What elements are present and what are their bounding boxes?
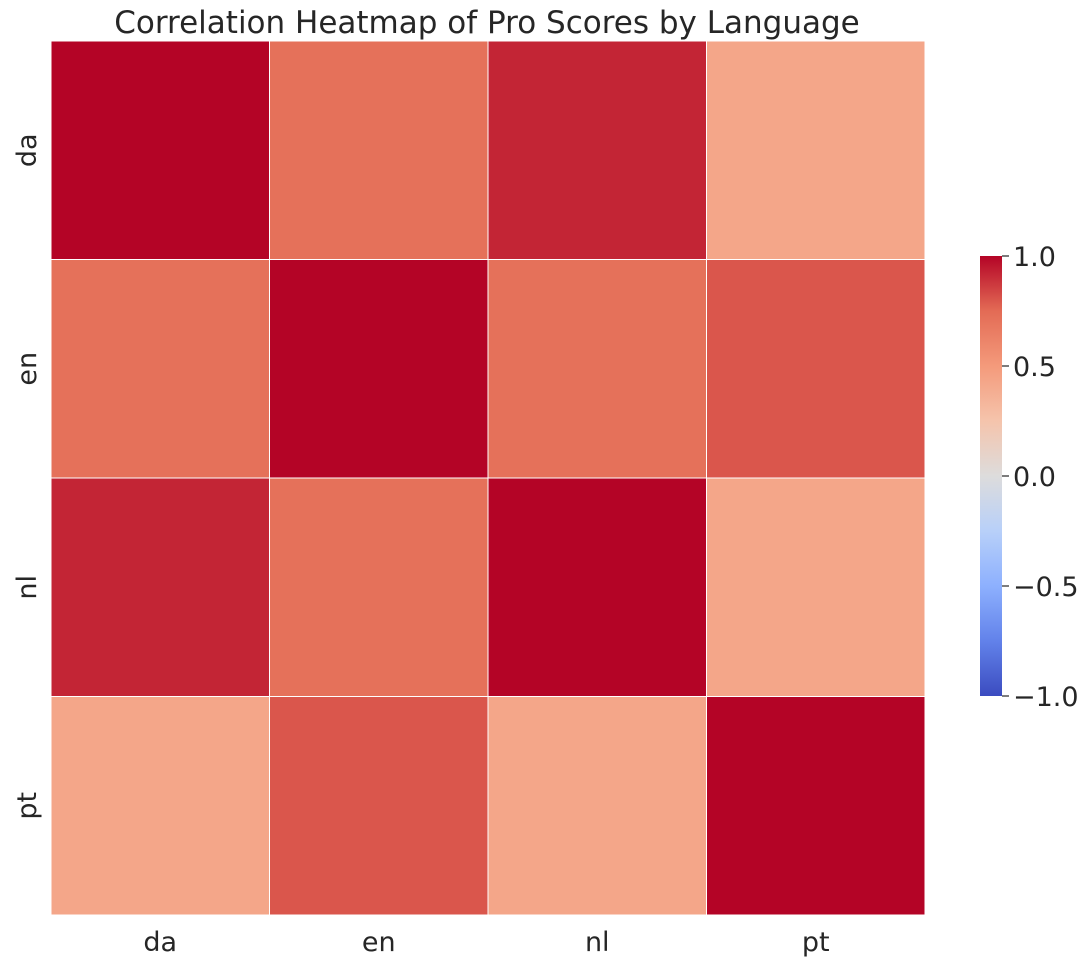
heatmap-cell-da-en — [269, 40, 489, 260]
colorbar-tick-label: 0.0 — [1013, 462, 1056, 493]
y-tick-label: nl — [12, 575, 43, 600]
x-tick-label: da — [143, 927, 177, 958]
heatmap-cell-pt-nl — [487, 696, 707, 916]
y-tick-label: pt — [12, 792, 43, 820]
x-tick-label: nl — [585, 927, 610, 958]
heatmap-cell-nl-da — [50, 477, 270, 697]
heatmap-cell-en-da — [50, 259, 270, 479]
x-tick-label: pt — [802, 927, 830, 958]
colorbar-tick-label: −1.0 — [1013, 682, 1079, 713]
heatmap-cell-da-pt — [706, 40, 926, 260]
heatmap-cell-nl-nl — [487, 477, 707, 697]
heatmap-cell-pt-en — [269, 696, 489, 916]
heatmap-cell-en-en — [269, 259, 489, 479]
heatmap-cell-en-nl — [487, 259, 707, 479]
colorbar-tick-label: 0.5 — [1013, 352, 1056, 383]
colorbar: 1.0 0.5 0.0 −0.5 −1.0 — [980, 242, 1079, 713]
heatmap-cell-pt-da — [50, 696, 270, 916]
y-tick-label: en — [12, 352, 43, 386]
y-axis-tick-labels: da en nl pt — [12, 133, 43, 819]
colorbar-gradient — [980, 256, 1002, 696]
heatmap-cells — [50, 40, 926, 916]
colorbar-ticks: 1.0 0.5 0.0 −0.5 −1.0 — [1002, 242, 1079, 713]
y-tick-label: da — [12, 133, 43, 167]
heatmap-cell-nl-pt — [706, 477, 926, 697]
colorbar-tick-label: 1.0 — [1013, 242, 1056, 273]
heatmap-cell-da-da — [50, 40, 270, 260]
heatmap-cell-nl-en — [269, 477, 489, 697]
heatmap-cell-pt-pt — [706, 696, 926, 916]
x-tick-label: en — [362, 927, 396, 958]
chart-title: Correlation Heatmap of Pro Scores by Lan… — [114, 5, 860, 41]
heatmap-cell-da-nl — [487, 40, 707, 260]
x-axis-tick-labels: da en nl pt — [143, 927, 829, 958]
heatmap-cell-en-pt — [706, 259, 926, 479]
colorbar-tick-label: −0.5 — [1013, 572, 1079, 603]
